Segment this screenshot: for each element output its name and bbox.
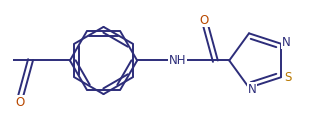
Text: O: O xyxy=(15,96,24,109)
Text: N: N xyxy=(282,36,290,49)
Text: S: S xyxy=(284,71,291,84)
Text: O: O xyxy=(200,14,209,27)
Text: NH: NH xyxy=(169,54,186,67)
Text: N: N xyxy=(248,83,257,96)
